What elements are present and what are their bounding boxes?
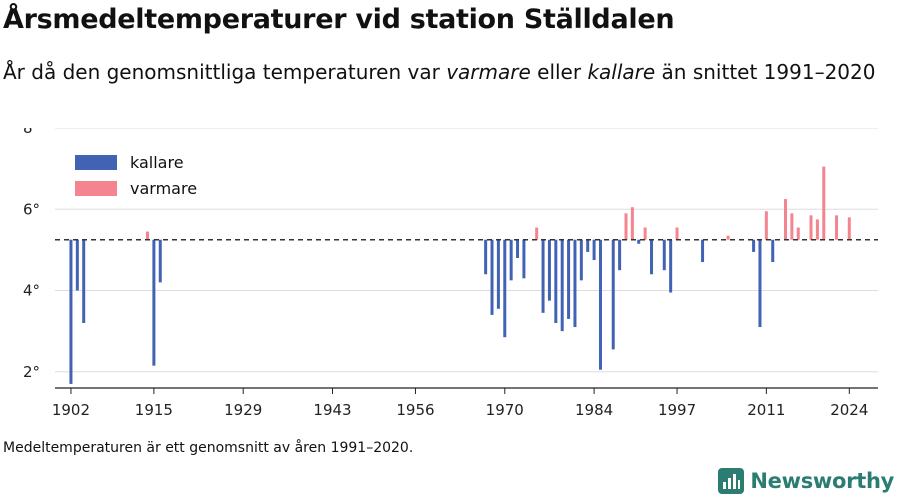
bar-kallare-1915 — [152, 239, 156, 366]
x-tick-label: 1984 — [575, 401, 613, 419]
chart-title: Årsmedeltemperaturer vid station Ställda… — [3, 4, 675, 35]
subtitle-part-3: än snittet 1991–2020 — [655, 60, 876, 84]
bar-varmare-2011 — [764, 211, 768, 240]
bar-varmare-2014 — [783, 199, 787, 240]
y-tick-label: 8° — [23, 128, 40, 137]
y-tick-label: 2° — [23, 363, 40, 381]
newsworthy-logo-icon — [718, 468, 745, 494]
bar-kallare-2009 — [752, 239, 756, 252]
bars — [69, 166, 851, 384]
x-tick-label: 1956 — [396, 401, 434, 419]
gridlines — [55, 128, 878, 373]
bar-varmare-1914 — [146, 231, 150, 240]
bar-varmare-2024 — [847, 217, 851, 240]
bar-kallare-2001 — [701, 239, 705, 263]
bar-kallare-1904 — [82, 239, 86, 323]
bar-varmare-1975 — [535, 227, 539, 240]
x-axis: 1902 1915 1929 1943 1956 1970 1984 1997 2011 2024 — [52, 387, 878, 419]
brand-name: Newsworthy — [750, 469, 894, 493]
bar-varmare-2005 — [726, 235, 730, 240]
bar-kallare-1971 — [509, 239, 513, 281]
bar-kallare-1984 — [592, 239, 596, 261]
bar-varmare-2022 — [835, 215, 839, 240]
y-tick-label: 6° — [23, 200, 40, 218]
legend-label-kallare: kallare — [130, 153, 184, 172]
bar-kallare-1969 — [496, 239, 500, 309]
bar-varmare-1997 — [675, 227, 679, 240]
bar-kallare-1988 — [618, 239, 622, 271]
bar-kallare-2012 — [771, 239, 775, 263]
temperature-bar-chart: 1902 1915 1929 1943 1956 1970 1984 1997 2011 2024… — [23, 128, 878, 419]
x-tick-label: 1902 — [52, 401, 90, 419]
bar-kallare-1968 — [490, 239, 494, 315]
subtitle-warmer-word: varmare — [446, 60, 531, 84]
y-axis: 2° 4° 6° 8° — [23, 128, 40, 381]
bar-kallare-1967 — [484, 239, 488, 275]
bar-kallare-1982 — [579, 239, 583, 281]
bar-varmare-2016 — [796, 227, 800, 240]
bar-kallare-1979 — [560, 239, 564, 332]
bar-kallare-1983 — [586, 239, 590, 252]
y-tick-label: 4° — [23, 282, 40, 300]
chart-subtitle: År då den genomsnittliga temperaturen va… — [3, 56, 883, 88]
x-tick-label: 1970 — [486, 401, 524, 419]
legend-swatch-kallare — [75, 155, 117, 170]
x-tick-label: 1929 — [224, 401, 262, 419]
x-tick-label: 2024 — [830, 401, 868, 419]
bar-kallare-1978 — [554, 239, 558, 323]
bar-varmare-2018 — [809, 215, 813, 240]
x-tick-label: 2011 — [747, 401, 785, 419]
bar-varmare-2020 — [822, 166, 826, 240]
bar-kallare-1993 — [650, 239, 654, 275]
bar-kallare-1991 — [637, 239, 641, 244]
legend: kallare varmare — [75, 153, 197, 198]
x-tick-label: 1915 — [135, 401, 173, 419]
x-tick-label: 1997 — [658, 401, 696, 419]
bar-varmare-1989 — [624, 213, 628, 240]
bar-kallare-1976 — [541, 239, 545, 313]
subtitle-part-2: eller — [530, 60, 588, 84]
bar-varmare-2019 — [815, 219, 819, 240]
bar-kallare-1980 — [567, 239, 571, 319]
bar-kallare-1903 — [75, 239, 79, 291]
bar-kallare-1981 — [573, 239, 577, 328]
footnote: Medeltemperaturen är ett genomsnitt av å… — [3, 440, 414, 456]
bar-varmare-1992 — [643, 227, 647, 240]
bar-kallare-1972 — [516, 239, 520, 258]
newsworthy-logo: Newsworthy — [718, 468, 894, 494]
bar-kallare-2010 — [758, 239, 762, 328]
bar-kallare-1916 — [158, 239, 162, 283]
subtitle-part-1: År då den genomsnittliga temperaturen va… — [3, 60, 447, 84]
subtitle-colder-word: kallare — [587, 60, 656, 84]
bar-kallare-1987 — [611, 239, 615, 350]
bar-kallare-1973 — [522, 239, 526, 279]
legend-label-varmare: varmare — [130, 179, 197, 198]
bar-kallare-1902 — [69, 239, 73, 384]
bar-varmare-2015 — [790, 213, 794, 240]
bar-kallare-1970 — [503, 239, 507, 338]
legend-swatch-varmare — [75, 181, 117, 196]
bar-kallare-1995 — [662, 239, 666, 271]
bar-varmare-1990 — [630, 207, 634, 240]
bar-kallare-1977 — [547, 239, 551, 301]
bar-kallare-1996 — [669, 239, 673, 293]
x-tick-label: 1943 — [313, 401, 351, 419]
bar-kallare-1985 — [598, 239, 602, 370]
